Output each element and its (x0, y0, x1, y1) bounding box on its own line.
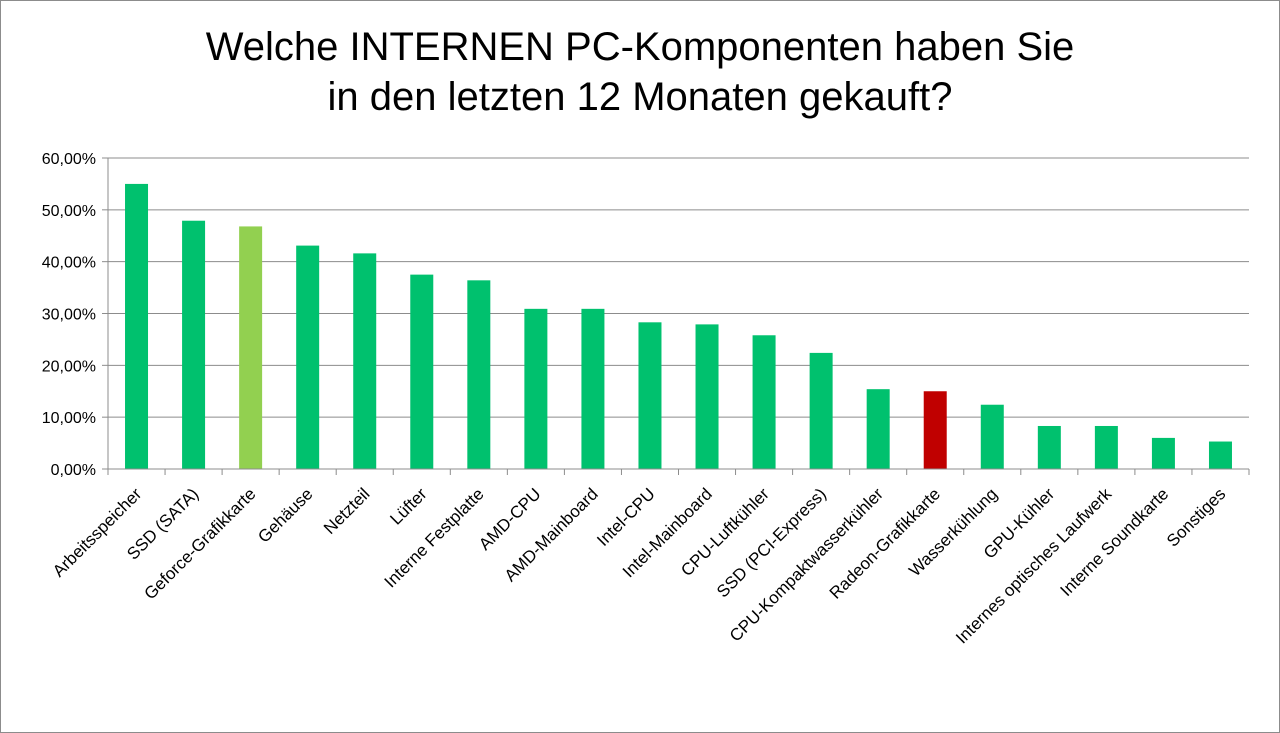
bar (467, 280, 491, 469)
bar (1094, 425, 1118, 469)
bar (410, 274, 434, 469)
y-axis-ticks: 0,00% 10,00% 20,00% 30,00% 40,00% 50,00% 60,00… (42, 151, 108, 479)
bar (353, 253, 377, 469)
x-tick-label: SSD (PCI-Express) (713, 484, 830, 601)
x-tick-label: Gehäuse (254, 484, 316, 546)
x-tick-label: Netzteil (320, 484, 374, 538)
bar (581, 308, 605, 469)
bar (1151, 437, 1175, 469)
x-tick-label: Interne Soundkarte (1057, 484, 1173, 600)
bar (239, 226, 263, 469)
bar (125, 183, 149, 469)
y-tick-label: 10,00% (42, 410, 96, 427)
bar (296, 245, 320, 469)
x-tick-label: Arbeitsspeicher (49, 484, 146, 581)
bars (125, 183, 1232, 469)
y-tick-label: 40,00% (42, 255, 96, 272)
x-tick-label: Lüfter (386, 484, 430, 528)
y-tick-label: 30,00% (42, 307, 96, 324)
y-tick-label: 0,00% (51, 462, 96, 479)
bar (923, 391, 947, 469)
bar (980, 404, 1004, 469)
y-tick-label: 60,00% (42, 151, 96, 168)
bar (1208, 441, 1232, 469)
x-tick-label: Sonstiges (1163, 484, 1229, 550)
bar (695, 324, 719, 469)
bar (1037, 425, 1061, 469)
grid-lines (108, 157, 1249, 418)
chart-title-line-1: Welche INTERNEN PC-Komponenten haben Sie (205, 25, 1075, 69)
y-tick-label: 50,00% (42, 203, 96, 220)
bar (524, 308, 548, 469)
bar (809, 352, 833, 469)
x-tick-label: Geforce-Grafikkarte (140, 484, 259, 603)
chart-title: Welche INTERNEN PC-Komponenten haben Sie… (0, 22, 1280, 122)
bar (866, 389, 890, 469)
x-tick-label: Interne Festplatte (381, 484, 488, 591)
x-tick-label: Radeon-Grafikkarte (826, 484, 944, 602)
bar (752, 335, 776, 469)
bar (182, 220, 206, 469)
axes (107, 158, 1250, 475)
bar (638, 322, 662, 469)
chart-title-line-2: in den letzten 12 Monaten gekauft? (327, 75, 953, 119)
y-tick-label: 20,00% (42, 358, 96, 375)
